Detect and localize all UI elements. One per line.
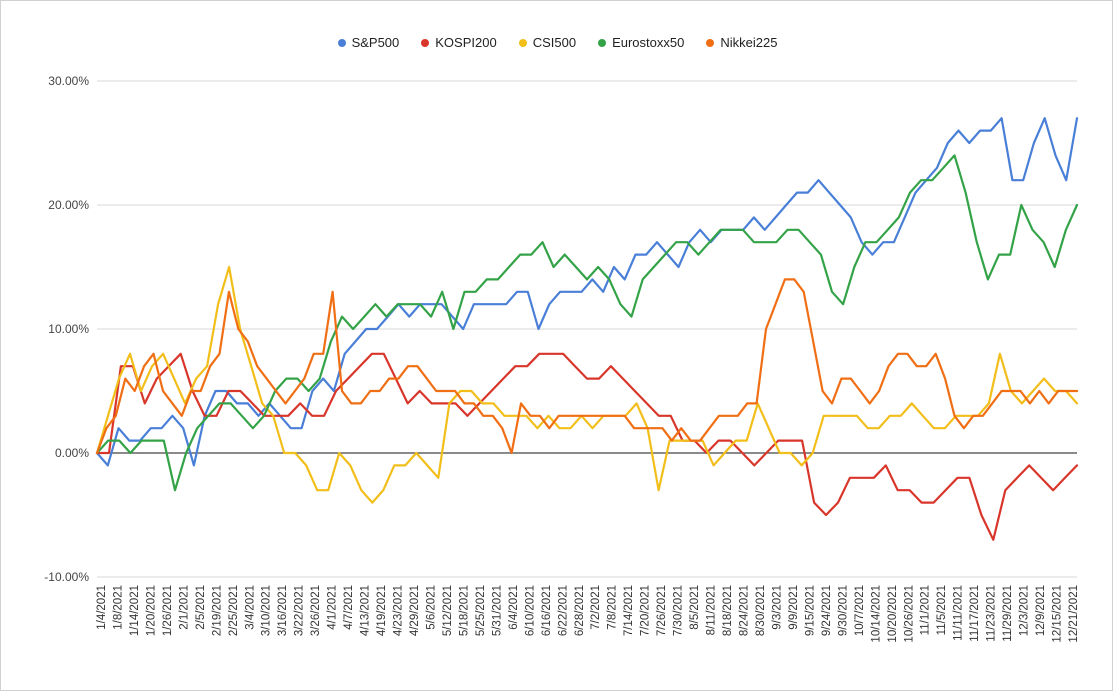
x-tick-label: 2/25/2021 (228, 585, 240, 636)
x-tick-label: 7/8/2021 (607, 585, 619, 630)
x-tick-label: 3/22/2021 (294, 585, 306, 636)
x-tick-label: 10/7/2021 (854, 585, 866, 636)
x-tick-label: 12/9/2021 (1035, 585, 1047, 636)
legend-label: Nikkei225 (720, 35, 778, 50)
x-tick-label: 5/12/2021 (442, 585, 454, 636)
x-tick-label: 12/15/2021 (1052, 585, 1064, 643)
x-tick-label: 9/9/2021 (788, 585, 800, 630)
legend-label: CSI500 (532, 35, 577, 50)
y-tick-label: 30.00% (48, 74, 89, 88)
x-tick-label: 1/20/2021 (145, 585, 157, 636)
x-tick-label: 11/17/2021 (969, 585, 981, 642)
y-tick-label: -10.00% (44, 570, 89, 584)
x-tick-label: 11/5/2021 (936, 585, 948, 635)
series-line-eurostoxx50 (95, 154, 1079, 492)
x-tick-label: 11/11/2021 (953, 585, 965, 641)
x-tick-label: 5/25/2021 (475, 585, 487, 636)
legend-label: Eurostoxx50 (612, 35, 685, 50)
x-tick-label: 9/15/2021 (804, 585, 816, 636)
x-tick-label: 12/3/2021 (1019, 585, 1031, 636)
x-tick-label: 10/14/2021 (870, 585, 882, 643)
x-tick-label: 8/30/2021 (755, 585, 767, 636)
legend-marker (337, 38, 346, 47)
series-line-sp500 (95, 117, 1079, 467)
x-tick-label: 6/22/2021 (557, 585, 569, 636)
x-tick-label: 6/4/2021 (508, 585, 520, 630)
legend-item-sp500: S&P500 (337, 35, 400, 50)
x-tick-label: 6/10/2021 (524, 585, 536, 636)
x-tick-label: 7/30/2021 (673, 585, 685, 636)
legend: S&P500 KOSPI200 CSI500 Eurostoxx50 Nikke… (1, 35, 1113, 50)
x-tick-label: 7/26/2021 (656, 585, 668, 636)
legend-marker (421, 38, 430, 47)
x-tick-label: 2/5/2021 (195, 585, 207, 630)
x-tick-label: 10/20/2021 (887, 585, 899, 643)
x-tick-label: 11/29/2021 (1002, 585, 1014, 642)
series-line-nikkei225 (95, 278, 1079, 455)
x-tick-label: 8/18/2021 (722, 585, 734, 636)
x-tick-label: 11/23/2021 (986, 585, 998, 642)
x-tick-label: 4/13/2021 (360, 585, 372, 636)
x-tick-label: 4/23/2021 (393, 585, 405, 636)
legend-marker (518, 38, 527, 47)
legend-label: KOSPI200 (435, 35, 497, 50)
x-tick-label: 10/26/2021 (903, 585, 915, 643)
x-tick-label: 8/5/2021 (689, 585, 701, 630)
x-tick-label: 5/31/2021 (491, 585, 503, 636)
x-tick-label: 3/16/2021 (277, 585, 289, 636)
legend-item-csi500: CSI500 (518, 35, 577, 50)
x-tick-label: 4/1/2021 (327, 585, 339, 630)
x-tick-label: 9/24/2021 (821, 585, 833, 636)
x-tick-label: 8/11/2021 (706, 585, 718, 635)
x-tick-label: 1/8/2021 (112, 585, 124, 630)
y-tick-label: 20.00% (48, 198, 89, 212)
x-tick-label: 9/30/2021 (837, 585, 849, 636)
x-tick-label: 3/10/2021 (261, 585, 273, 636)
legend-marker (598, 38, 607, 47)
x-tick-label: 8/24/2021 (739, 585, 751, 636)
x-tick-label: 1/4/2021 (96, 585, 108, 630)
x-tick-label: 2/19/2021 (211, 585, 223, 636)
y-tick-label: 10.00% (48, 322, 89, 336)
legend-label: S&P500 (351, 35, 400, 50)
x-tick-label: 5/6/2021 (425, 585, 437, 630)
x-tick-label: 6/16/2021 (541, 585, 553, 636)
legend-marker (706, 38, 715, 47)
series-line-kospi200 (95, 352, 1079, 541)
x-tick-label: 9/3/2021 (771, 585, 783, 630)
x-tick-label: 1/14/2021 (129, 585, 141, 636)
x-tick-label: 4/7/2021 (343, 585, 355, 630)
x-tick-label: 5/18/2021 (458, 585, 470, 636)
x-tick-label: 3/26/2021 (310, 585, 322, 636)
x-tick-label: 7/20/2021 (640, 585, 652, 636)
x-tick-label: 3/4/2021 (244, 585, 256, 630)
x-tick-label: 11/1/2021 (920, 585, 932, 635)
x-tick-label: 4/29/2021 (409, 585, 421, 636)
legend-item-eurostoxx50: Eurostoxx50 (598, 35, 684, 50)
x-tick-label: 6/28/2021 (574, 585, 586, 636)
x-tick-label: 7/14/2021 (623, 585, 635, 636)
y-tick-label: 0.00% (55, 446, 89, 460)
series-line-csi500 (95, 265, 1079, 504)
x-tick-label: 12/21/2021 (1068, 585, 1080, 643)
x-tick-label: 7/2/2021 (590, 585, 602, 630)
x-tick-label: 1/26/2021 (162, 585, 174, 636)
legend-item-nikkei225: Nikkei225 (706, 35, 777, 50)
legend-item-kospi200: KOSPI200 (421, 35, 497, 50)
x-tick-label: 4/19/2021 (376, 585, 388, 636)
x-tick-label: 2/1/2021 (178, 585, 190, 630)
